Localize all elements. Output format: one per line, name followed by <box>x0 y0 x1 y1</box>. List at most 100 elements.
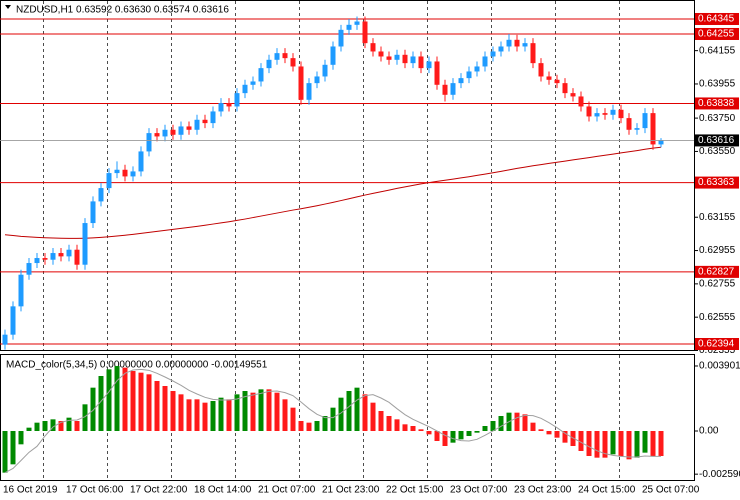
candle-body <box>450 83 456 95</box>
y-tick-label: 0.63955 <box>699 79 736 90</box>
macd-bar <box>442 431 448 446</box>
candle-body <box>290 58 296 67</box>
candle-body <box>202 119 208 124</box>
macd-bar <box>154 381 160 431</box>
candle-body <box>546 76 552 80</box>
macd-bar <box>426 431 432 435</box>
candle-body <box>146 133 152 152</box>
macd-bar <box>354 387 360 431</box>
macd-bar <box>2 431 8 473</box>
candle-body <box>226 103 232 107</box>
candle-body <box>474 66 480 72</box>
candle-body <box>578 96 584 107</box>
moving-average <box>4 146 662 239</box>
macd-bar <box>194 399 200 431</box>
macd-bar <box>66 417 72 431</box>
level-label-box <box>695 12 739 25</box>
macd-bar <box>658 431 664 456</box>
candle-body <box>130 171 136 177</box>
candle-body <box>410 56 416 64</box>
level-label: 0.63838 <box>698 98 735 109</box>
candle-body <box>122 169 128 177</box>
y-tick-label: 0.63155 <box>699 212 736 223</box>
candle-body <box>394 54 400 60</box>
y-tick-label: 0.62355 <box>699 345 736 356</box>
candle-body <box>378 51 384 57</box>
macd-bar <box>170 391 176 431</box>
macd-bar <box>538 429 544 431</box>
macd-bar <box>410 426 416 431</box>
macd-bar <box>370 402 376 431</box>
macd-bar <box>178 394 184 431</box>
y-tick-label: 0.62955 <box>699 245 736 256</box>
macd-bar <box>250 392 256 431</box>
macd-bar <box>642 431 648 453</box>
macd-bar <box>594 431 600 458</box>
candle-body <box>154 133 160 137</box>
macd-bar <box>10 431 16 465</box>
candle-body <box>90 201 96 224</box>
candle-body <box>282 53 288 59</box>
macd-bar <box>162 386 168 431</box>
macd-bar <box>138 372 144 431</box>
macd-bar <box>338 397 344 431</box>
candle-body <box>10 306 16 335</box>
candle-body <box>298 66 304 100</box>
candle-body <box>434 61 440 85</box>
macd-bar <box>610 431 616 455</box>
x-tick-label: 17 Oct 22:00 <box>130 485 188 496</box>
candle-body <box>186 126 192 130</box>
candle-body <box>586 106 592 117</box>
x-tick-label: 16 Oct 2019 <box>3 485 58 496</box>
candle-body <box>250 81 256 85</box>
x-tick-label: 21 Oct 07:00 <box>258 485 316 496</box>
x-tick-label: 23 Oct 23:00 <box>514 485 572 496</box>
candle-body <box>458 78 464 84</box>
macd-bar <box>282 399 288 431</box>
candle-body <box>42 258 48 260</box>
macd-bar <box>42 421 48 431</box>
macd-bar <box>74 421 80 431</box>
candle-body <box>402 54 408 64</box>
macd-bar <box>522 414 528 431</box>
signal-line <box>4 368 661 474</box>
x-tick-label: 22 Oct 15:00 <box>386 485 444 496</box>
macd-bar <box>146 374 152 431</box>
candle-body <box>602 113 608 115</box>
level-label-box <box>695 265 739 278</box>
candle-body <box>418 56 424 69</box>
candle-body <box>482 56 488 67</box>
macd-bar <box>106 369 112 431</box>
candle-body <box>266 59 272 69</box>
candle-body <box>626 118 632 130</box>
macd-bar <box>266 389 272 431</box>
macd-bar <box>450 431 456 443</box>
macd-bar <box>234 394 240 431</box>
macd-bar <box>434 431 440 441</box>
macd-bar <box>402 424 408 431</box>
macd-bar <box>514 412 520 431</box>
current-price-box <box>695 134 739 147</box>
candle-body <box>506 39 512 47</box>
candle-body <box>114 169 120 174</box>
macd-bar <box>554 431 560 438</box>
candle-body <box>210 111 216 124</box>
macd-bar <box>618 431 624 456</box>
candle-body <box>34 258 40 264</box>
macd-bar <box>466 431 472 436</box>
macd-bar <box>490 421 496 431</box>
candle-body <box>74 249 80 265</box>
macd-bar <box>210 401 216 431</box>
candle-body <box>170 129 176 135</box>
candle-body <box>562 83 568 94</box>
macd-bar <box>26 427 32 431</box>
macd-bar <box>474 431 480 433</box>
x-tick-label: 23 Oct 07:00 <box>450 485 508 496</box>
macd-panel <box>0 354 695 481</box>
macd-bar <box>114 366 120 431</box>
macd-bar <box>130 371 136 431</box>
candle-body <box>530 43 536 64</box>
y-tick-label: -0.002590 <box>699 469 740 480</box>
level-label: 0.62827 <box>698 267 735 278</box>
